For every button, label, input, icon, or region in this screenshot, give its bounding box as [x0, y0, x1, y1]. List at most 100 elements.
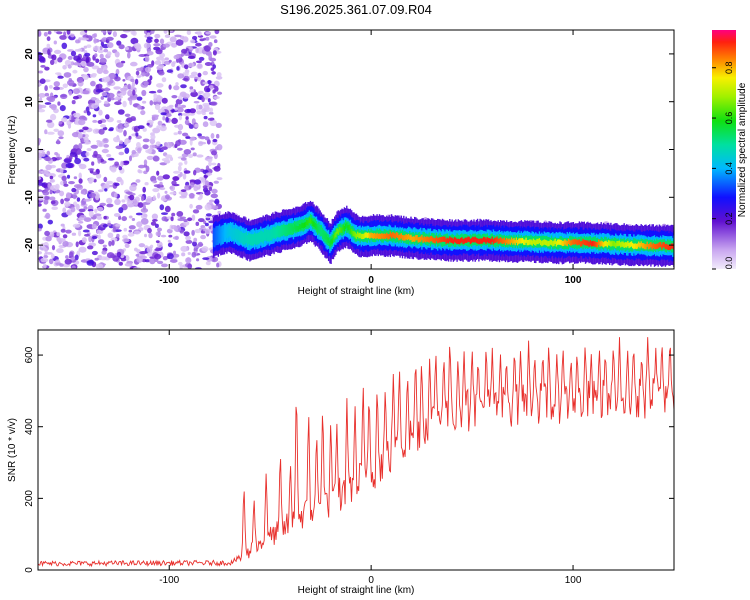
ridge-cell	[624, 242, 627, 248]
noise-speckle	[117, 128, 123, 133]
noise-speckle	[210, 101, 218, 106]
spectrogram-ytick-label: 20	[24, 48, 35, 60]
ridge-cell	[457, 238, 459, 244]
ridge-cell	[445, 238, 447, 244]
noise-speckle	[183, 149, 192, 155]
noise-speckle	[65, 162, 74, 169]
noise-speckle	[173, 170, 180, 174]
noise-speckle	[186, 30, 192, 36]
noise-speckle	[205, 261, 211, 266]
noise-speckle	[106, 36, 114, 41]
noise-speckle	[65, 255, 69, 259]
ridge-cell	[220, 231, 222, 237]
snr-ytick-label: 400	[24, 418, 35, 435]
noise-speckle	[195, 47, 199, 54]
noise-speckle	[201, 96, 205, 103]
noise-speckle	[147, 227, 152, 234]
noise-speckle	[72, 69, 78, 74]
noise-speckle	[155, 231, 161, 237]
noise-speckle	[178, 95, 183, 100]
noise-speckle	[99, 53, 104, 59]
noise-speckle	[61, 162, 68, 169]
noise-speckle	[103, 215, 107, 220]
ridge-cell	[455, 237, 457, 244]
ridge-cell	[469, 238, 472, 245]
noise-speckle	[78, 221, 84, 224]
ridge-cell	[645, 244, 647, 250]
noise-speckle	[48, 258, 54, 265]
ridge-cell	[558, 239, 560, 245]
noise-speckle	[169, 259, 178, 263]
noise-speckle	[50, 200, 56, 205]
ridge-cell	[617, 241, 619, 247]
ridge-cell	[485, 238, 487, 244]
ridge-cell	[541, 240, 543, 247]
ridge-cell	[606, 242, 608, 248]
noise-speckle	[56, 31, 63, 35]
noise-speckle	[207, 158, 213, 163]
noise-speckle	[114, 198, 121, 206]
noise-speckle	[82, 126, 89, 131]
ridge-cell	[490, 239, 492, 245]
ridge-cell	[319, 228, 321, 234]
noise-speckle	[85, 56, 90, 64]
noise-speckle	[97, 206, 104, 212]
ridge-cell	[518, 238, 520, 244]
ridge-cell	[264, 231, 267, 238]
snr-ylabel: SNR (10 * v/v)	[7, 418, 18, 482]
snr-ytick-label: 200	[24, 490, 35, 507]
noise-speckle	[216, 72, 222, 78]
ridge-cell	[449, 236, 451, 242]
ridge-cell	[283, 228, 285, 234]
noise-speckle	[38, 203, 42, 207]
noise-speckle	[153, 184, 161, 188]
noise-speckle	[82, 74, 89, 80]
colorbar-tick-label: 0.6	[724, 112, 734, 125]
noise-speckle	[70, 206, 76, 213]
noise-speckle	[210, 67, 215, 71]
noise-speckle	[65, 229, 72, 234]
noise-speckle	[74, 184, 82, 189]
noise-speckle	[179, 216, 186, 220]
ridge-cell	[653, 243, 656, 250]
noise-speckle	[68, 181, 75, 185]
noise-speckle	[197, 241, 203, 247]
noise-speckle	[196, 60, 202, 64]
noise-speckle	[107, 81, 112, 86]
noise-speckle	[161, 212, 168, 216]
ridge-cell	[314, 223, 316, 229]
noise-speckle	[197, 72, 202, 78]
noise-speckle	[176, 211, 184, 217]
noise-speckle	[58, 121, 63, 125]
ridge-cell	[324, 233, 326, 239]
ridge-cell	[571, 239, 573, 245]
ridge-cell	[432, 237, 434, 243]
ridge-cell	[434, 238, 436, 244]
noise-speckle	[94, 53, 98, 58]
ridge-cell	[331, 238, 333, 244]
noise-speckle	[93, 37, 97, 44]
ridge-cell	[233, 229, 235, 235]
noise-speckle	[204, 222, 209, 227]
ridge-cell	[235, 232, 238, 238]
ridge-cell	[399, 234, 401, 240]
ridge-cell	[670, 243, 673, 249]
noise-speckle	[183, 220, 190, 226]
ridge-cell	[470, 237, 473, 244]
noise-speckle	[163, 30, 168, 34]
noise-speckle	[193, 237, 198, 243]
ridge-cell	[492, 239, 495, 245]
noise-speckle	[217, 210, 222, 215]
noise-speckle	[177, 130, 182, 135]
ridge-cell	[588, 241, 590, 247]
noise-speckle	[112, 226, 116, 233]
ridge-cell	[657, 243, 659, 249]
noise-speckle	[102, 244, 107, 248]
ridge-cell	[337, 229, 339, 235]
ridge-cell	[225, 230, 227, 237]
noise-speckle	[161, 146, 168, 150]
noise-speckle	[151, 213, 158, 220]
noise-speckle	[204, 228, 211, 235]
